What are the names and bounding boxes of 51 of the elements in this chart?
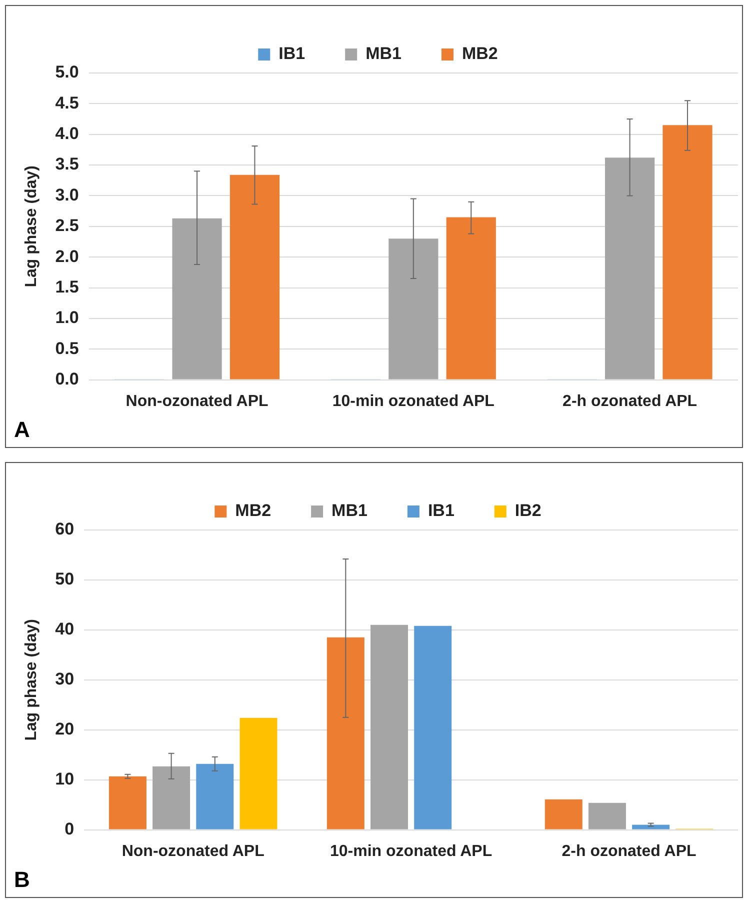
y-tick-label: 40 xyxy=(55,620,74,639)
bar xyxy=(108,776,146,830)
bar xyxy=(152,766,190,830)
bar xyxy=(604,158,655,380)
legend-label: IB1 xyxy=(278,44,306,64)
y-tick-label: 50 xyxy=(55,570,74,589)
y-tick-label: 4.5 xyxy=(55,93,79,112)
y-tick-label: 3.0 xyxy=(55,185,79,204)
bar xyxy=(388,238,438,380)
y-tick-label: 1.5 xyxy=(55,277,79,296)
text: B xyxy=(14,867,30,893)
legend-label: MB1 xyxy=(332,501,368,520)
y-tick-label: 1.0 xyxy=(55,308,79,328)
x-tick-label: Non-ozonated APL xyxy=(126,392,269,410)
legend-label: IB1 xyxy=(428,501,454,520)
bar xyxy=(662,125,712,380)
text: A xyxy=(14,417,30,443)
bar xyxy=(326,637,364,830)
bar xyxy=(240,718,278,830)
legend-label: MB2 xyxy=(462,44,498,64)
bar xyxy=(588,802,626,830)
bar xyxy=(414,626,452,830)
y-tick-label: 4.0 xyxy=(55,124,79,144)
y-tick-label: 2.5 xyxy=(55,216,79,236)
legend-label: MB2 xyxy=(235,501,272,520)
y-tick-label: 60 xyxy=(55,520,74,539)
bar xyxy=(196,764,234,830)
y-axis-title: Lag phase (day) xyxy=(23,618,40,741)
y-tick-label: 2.0 xyxy=(55,246,79,266)
bar xyxy=(544,799,582,830)
y-tick-label: 3.5 xyxy=(55,154,79,174)
x-tick-label: 2-h ozonated APL xyxy=(562,842,697,860)
y-tick-label: 0.0 xyxy=(55,369,79,388)
bar xyxy=(446,217,496,380)
x-tick-label: 10-min ozonated APL xyxy=(332,392,495,410)
bar xyxy=(632,824,670,830)
bar xyxy=(230,174,280,380)
x-tick-label: Non-ozonated APL xyxy=(122,842,265,860)
legend-label: IB2 xyxy=(514,501,542,520)
y-tick-label: 20 xyxy=(55,720,74,739)
x-tick-label: 10-min ozonated APL xyxy=(330,842,492,860)
y-tick-label: 5.0 xyxy=(55,62,79,82)
y-axis-title: Lag phase (day) xyxy=(23,165,40,288)
legend-label: MB1 xyxy=(366,44,402,64)
x-tick-label: 2-h ozonated APL xyxy=(562,392,698,410)
y-tick-label: 0.5 xyxy=(55,338,79,358)
bar xyxy=(172,218,222,380)
bar xyxy=(370,624,408,830)
y-tick-label: 10 xyxy=(55,770,74,789)
y-tick-label: 30 xyxy=(55,670,74,689)
y-tick-label: 0 xyxy=(64,819,74,838)
